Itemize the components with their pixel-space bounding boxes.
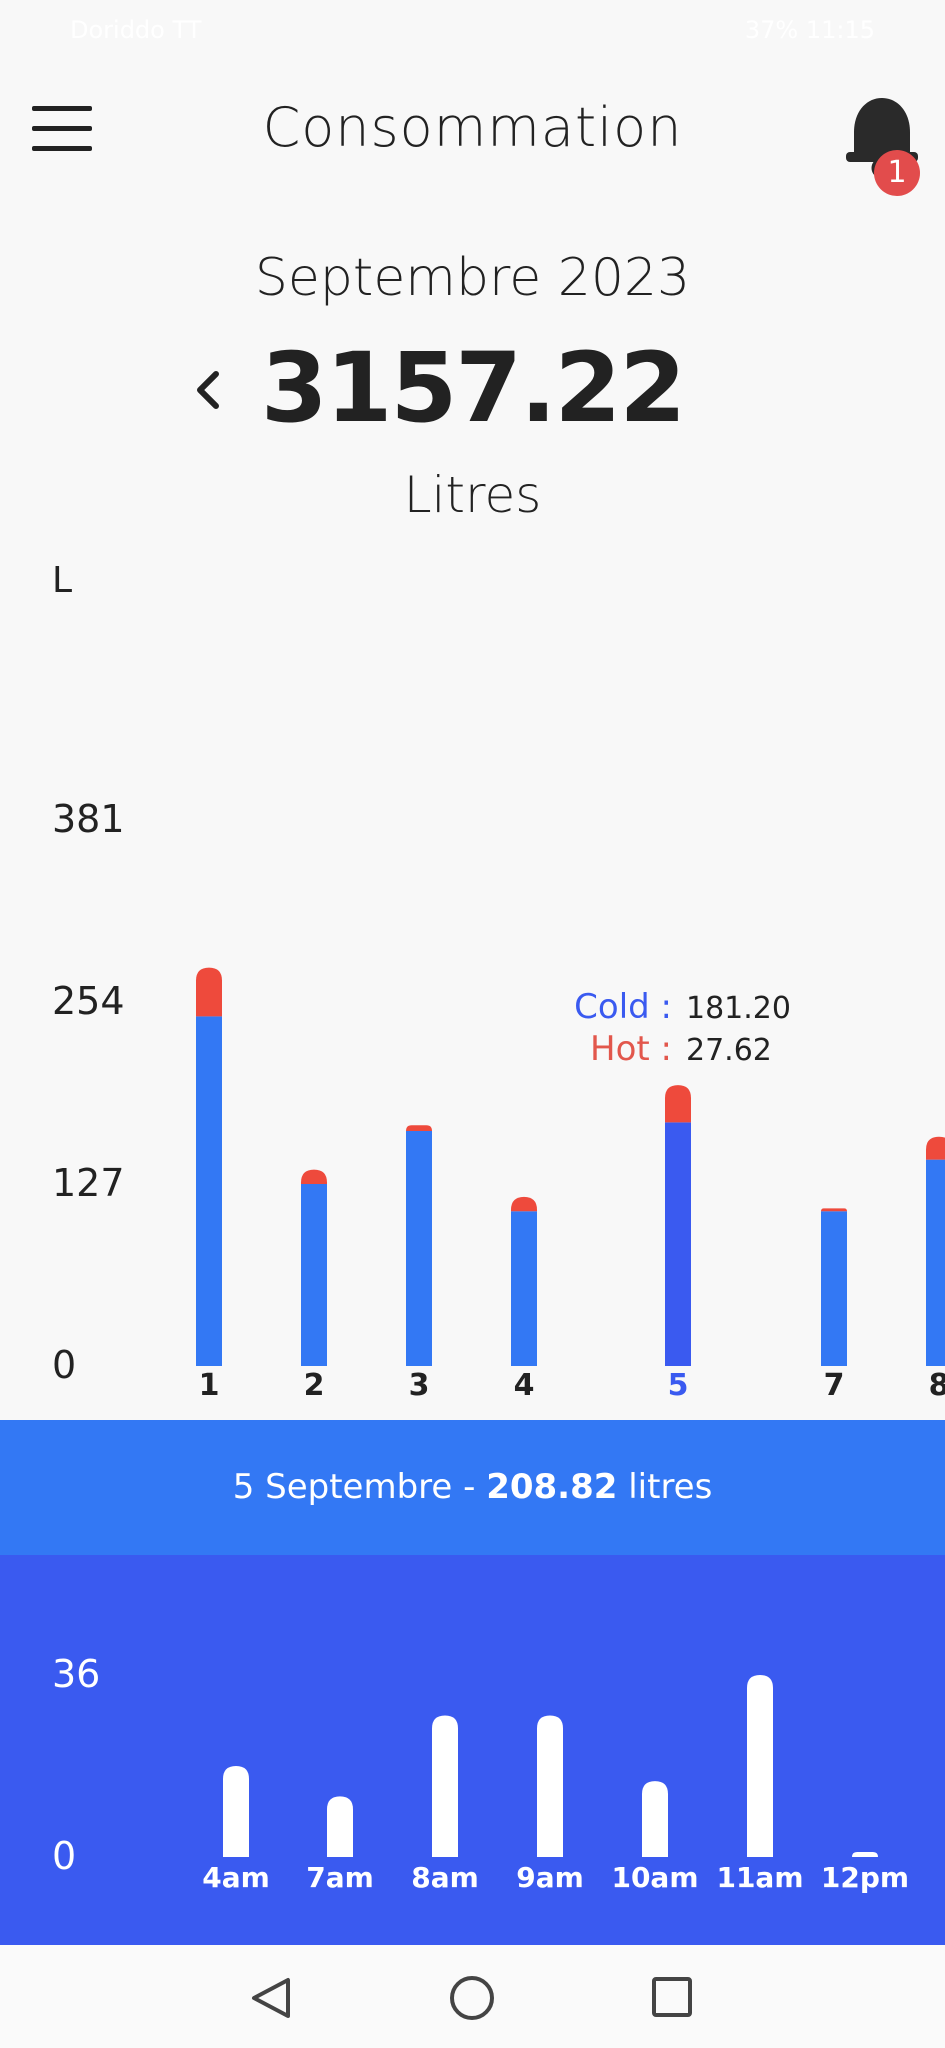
cold-bar[interactable]	[665, 1122, 691, 1366]
y-tick-label: 381	[52, 797, 125, 841]
chevron-left-icon[interactable]	[190, 360, 224, 420]
tooltip-cold-value: 181.20	[686, 991, 791, 1026]
hot-bar[interactable]	[821, 1208, 847, 1212]
y-tick-label: 36	[52, 1652, 100, 1696]
selected-date: 5 Septembre -	[232, 1467, 487, 1507]
daily-chart: L 0 127 254 381 1 2 3 4 5 7 8 Cold : 181.20 Hot : 27.62	[0, 540, 945, 1420]
app-bar: Consommation 1	[0, 70, 945, 196]
x-tick-label: 2	[304, 1368, 325, 1403]
hot-bar[interactable]	[406, 1125, 432, 1131]
y-axis-label: L	[52, 560, 72, 601]
y-tick-label: 0	[52, 1834, 76, 1878]
total-consumption: 3157.22	[260, 332, 686, 444]
system-nav-svg	[252, 1976, 692, 2020]
hour-bar[interactable]	[747, 1675, 773, 1857]
system-nav-bar	[0, 1945, 945, 2048]
selected-value: 208.82	[486, 1467, 618, 1507]
x-tick-label: 4	[514, 1368, 535, 1403]
tooltip-hot-label: Hot :	[590, 1029, 672, 1069]
x-tick-label: 8am	[411, 1861, 479, 1894]
y-tick-label: 254	[52, 979, 125, 1023]
month-label: Septembre 2023	[254, 248, 691, 308]
x-tick-label: 8	[929, 1368, 945, 1403]
hot-bar[interactable]	[665, 1085, 691, 1123]
home-icon[interactable]	[450, 1976, 494, 2020]
back-icon[interactable]	[252, 1978, 290, 2018]
hot-bar[interactable]	[196, 967, 222, 1017]
hot-bar[interactable]	[511, 1196, 537, 1212]
cold-bar[interactable]	[926, 1159, 945, 1366]
hour-bar[interactable]	[432, 1715, 458, 1857]
x-tick-label: 4am	[202, 1861, 270, 1894]
cold-bar[interactable]	[196, 1016, 222, 1366]
page-title: Consommation	[262, 96, 683, 159]
cold-bar[interactable]	[301, 1184, 327, 1366]
carrier-text: Doriddo TT	[70, 16, 202, 44]
recents-icon[interactable]	[652, 1977, 692, 2017]
x-tick-label: 5	[668, 1368, 689, 1403]
x-tick-label: 10am	[611, 1861, 698, 1894]
hourly-chart-svg: 0 36 4am 7am 8am 9am 10am 11am 12pm	[52, 1652, 909, 1894]
cold-bar[interactable]	[821, 1211, 847, 1366]
x-tick-label: 3	[409, 1368, 430, 1403]
hour-bar[interactable]	[852, 1851, 878, 1857]
hour-bar[interactable]	[642, 1781, 668, 1857]
x-tick-label: 9am	[516, 1861, 584, 1894]
x-tick-label: 7am	[306, 1861, 374, 1894]
hot-bar[interactable]	[926, 1136, 945, 1160]
y-tick-label: 0	[52, 1343, 76, 1387]
hour-bar[interactable]	[537, 1715, 563, 1857]
tooltip-cold-label: Cold :	[574, 987, 672, 1027]
x-tick-label: 1	[199, 1368, 220, 1403]
status-bar: Doriddo TT 37% 11:15	[0, 0, 945, 60]
x-tick-label: 11am	[716, 1861, 803, 1894]
daily-chart-svg: L 0 127 254 381 1 2 3 4 5 7 8 Cold : 181.20 Hot : 27.62	[52, 560, 945, 1403]
status-right-text: 37% 11:15	[744, 16, 875, 44]
cold-bar[interactable]	[406, 1130, 432, 1366]
y-tick-label: 127	[52, 1161, 125, 1205]
cold-bar[interactable]	[511, 1211, 537, 1366]
menu-icon[interactable]	[32, 106, 94, 152]
notification-badge: 1	[874, 150, 920, 196]
hourly-chart: 0 36 4am 7am 8am 9am 10am 11am 12pm	[0, 1555, 945, 1945]
hour-bar[interactable]	[223, 1766, 249, 1857]
selected-day-bar: 5 Septembre - 208.82 litres	[0, 1420, 945, 1555]
x-tick-label: 12pm	[821, 1861, 909, 1894]
hour-bar[interactable]	[327, 1796, 353, 1857]
selected-unit: litres	[628, 1467, 713, 1507]
tooltip-hot-value: 27.62	[686, 1033, 772, 1068]
unit-label: Litres	[403, 466, 542, 524]
hot-bar[interactable]	[301, 1169, 327, 1184]
x-tick-label: 7	[824, 1368, 845, 1403]
